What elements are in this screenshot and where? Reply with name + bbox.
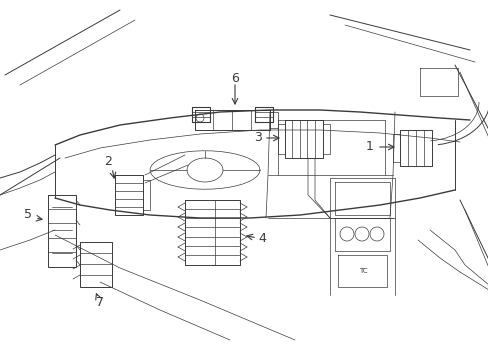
Text: 6: 6 <box>231 72 239 85</box>
Text: 7: 7 <box>96 296 104 309</box>
Text: TC: TC <box>358 268 366 274</box>
Text: 4: 4 <box>258 231 265 244</box>
Text: 2: 2 <box>104 156 112 168</box>
Text: 5: 5 <box>24 208 32 221</box>
Text: 1: 1 <box>366 140 373 153</box>
Text: 3: 3 <box>254 131 262 144</box>
